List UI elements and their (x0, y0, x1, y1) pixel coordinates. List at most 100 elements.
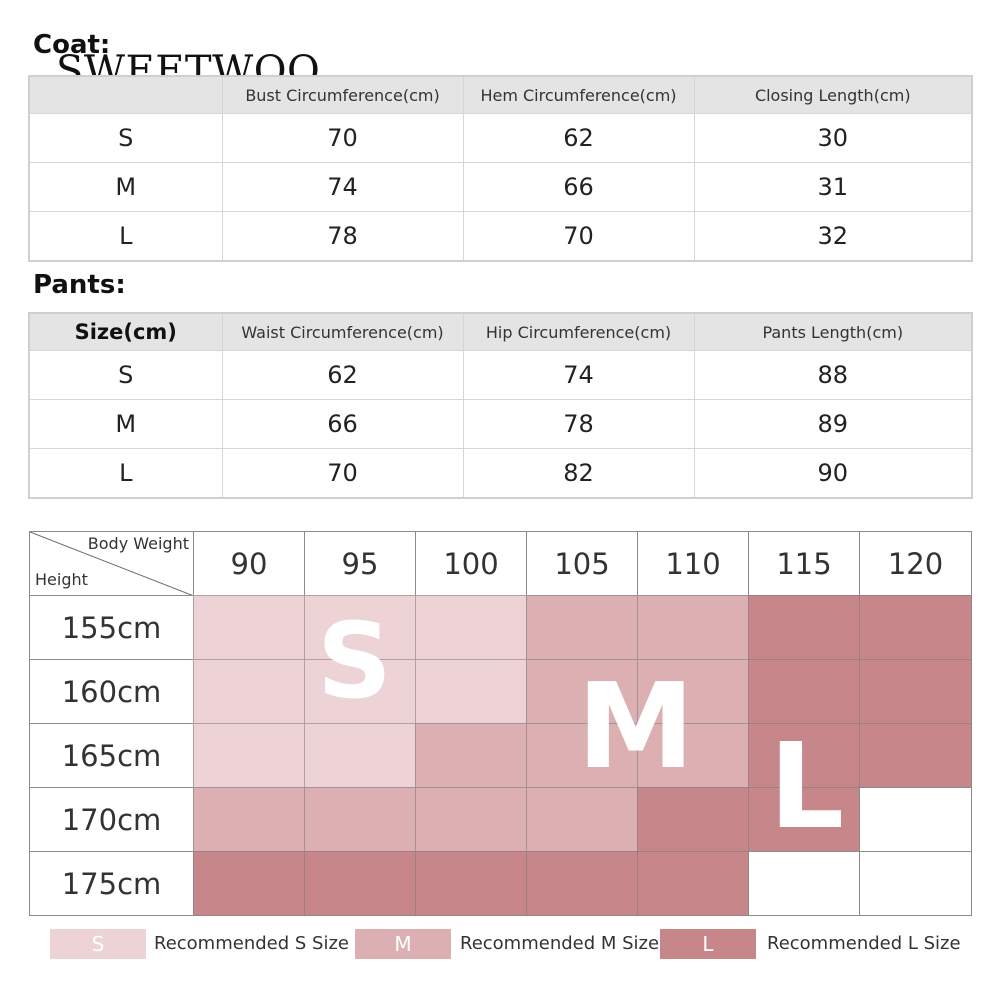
table-cell: S (28, 113, 223, 163)
table-cell: 70 (221, 113, 464, 163)
table-cell: 62 (462, 113, 695, 163)
table-cell: 30 (693, 113, 973, 163)
table-header-cell (28, 75, 223, 114)
size-grid-cell (304, 723, 416, 788)
table-header-cell: Pants Length(cm) (693, 312, 973, 351)
table-cell: L (28, 211, 223, 262)
body-weight-label: Body Weight (87, 534, 189, 553)
table-cell: 74 (221, 162, 464, 212)
table-cell: 62 (221, 350, 464, 400)
size-grid-cell (304, 787, 416, 852)
table-header-cell: Hip Circumference(cm) (462, 312, 695, 351)
legend-label: Recommended S Size (154, 933, 349, 954)
size-grid-cell (304, 851, 416, 916)
table-header-row: Size(cm) Waist Circumference(cm) Hip Cir… (28, 312, 973, 351)
weight-header-cell: 115 (748, 531, 860, 596)
legend-label: Recommended L Size (767, 933, 961, 954)
size-grid-cell (304, 659, 416, 724)
size-grid-cell (415, 659, 527, 724)
table-row: L 70 82 90 (28, 448, 973, 499)
size-grid-cell (859, 851, 972, 916)
size-zone-label-m: M (577, 657, 695, 795)
table-row: M 66 78 89 (28, 399, 973, 449)
size-grid-cell (415, 851, 527, 916)
size-zone-label-s: S (317, 600, 392, 722)
table-row: S 62 74 88 (28, 350, 973, 400)
size-grid-cell (304, 595, 416, 660)
size-grid-cell (526, 787, 638, 852)
legend-swatch: M (355, 929, 451, 959)
size-grid-cell (526, 723, 638, 788)
height-header-cell: 160cm (29, 659, 194, 724)
weight-header-cell: 90 (193, 531, 305, 596)
table-header-row: Bust Circumference(cm) Hem Circumference… (28, 75, 973, 114)
size-grid-cell (748, 659, 860, 724)
size-grid-cell (859, 659, 972, 724)
table-cell: 66 (221, 399, 464, 449)
height-header-cell: 175cm (29, 851, 194, 916)
size-grid-cell (748, 595, 860, 660)
table-cell: 70 (462, 211, 695, 262)
table-cell: 66 (462, 162, 695, 212)
size-grid-cell (526, 659, 638, 724)
size-grid-cell (748, 851, 860, 916)
size-zone-label-l: L (769, 717, 845, 855)
size-grid-cell (526, 595, 638, 660)
weight-header-cell: 120 (859, 531, 972, 596)
table-header-cell: Closing Length(cm) (693, 75, 973, 114)
chart-corner-cell: Body Weight Height (29, 531, 194, 596)
height-header-cell: 165cm (29, 723, 194, 788)
table-cell: 70 (221, 448, 464, 499)
size-grid-cell (193, 723, 305, 788)
size-grid-cell (193, 659, 305, 724)
size-grid-cell (637, 851, 749, 916)
table-cell: L (28, 448, 223, 499)
weight-header-cell: 110 (637, 531, 749, 596)
height-header-cell: 170cm (29, 787, 194, 852)
pants-section-title: Pants: (33, 270, 126, 300)
legend-swatch: L (660, 929, 756, 959)
table-cell: 31 (693, 162, 973, 212)
height-label: Height (35, 570, 88, 589)
weight-header-cell: 105 (526, 531, 638, 596)
size-grid-cell (526, 851, 638, 916)
size-grid-cell (859, 723, 972, 788)
corner-diagonal-line (30, 532, 194, 596)
table-row: L 78 70 32 (28, 211, 973, 262)
size-grid-cell (637, 595, 749, 660)
table-cell: 32 (693, 211, 973, 262)
size-grid-cell (637, 787, 749, 852)
size-grid-cell (415, 723, 527, 788)
size-grid-cell (193, 595, 305, 660)
size-grid-cell (193, 787, 305, 852)
pants-size-table: Size(cm) Waist Circumference(cm) Hip Cir… (28, 312, 973, 499)
table-header-cell: Bust Circumference(cm) (221, 75, 464, 114)
weight-header-cell: 95 (304, 531, 416, 596)
table-cell: 78 (462, 399, 695, 449)
height-header-cell: 155cm (29, 595, 194, 660)
table-header-cell: Hem Circumference(cm) (462, 75, 695, 114)
table-cell: 82 (462, 448, 695, 499)
table-cell: M (28, 162, 223, 212)
height-weight-size-chart: Body Weight Height 90 95 100 105 110 115 120 155c… (29, 531, 972, 916)
table-cell: 89 (693, 399, 973, 449)
size-grid-cell (859, 595, 972, 660)
coat-size-table: Bust Circumference(cm) Hem Circumference… (28, 75, 973, 262)
table-cell: 74 (462, 350, 695, 400)
table-cell: S (28, 350, 223, 400)
table-header-cell: Waist Circumference(cm) (221, 312, 464, 351)
legend-swatch: S (50, 929, 146, 959)
table-header-cell: Size(cm) (28, 312, 223, 351)
table-row: M 74 66 31 (28, 162, 973, 212)
table-cell: 78 (221, 211, 464, 262)
size-grid-cell (859, 787, 972, 852)
size-grid-cell (637, 659, 749, 724)
size-grid-cell (415, 595, 527, 660)
size-grid-cell (637, 723, 749, 788)
size-grid-cell (415, 787, 527, 852)
table-cell: 88 (693, 350, 973, 400)
legend-label: Recommended M Size (460, 933, 660, 954)
table-cell: 90 (693, 448, 973, 499)
table-row: S 70 62 30 (28, 113, 973, 163)
weight-header-cell: 100 (415, 531, 527, 596)
